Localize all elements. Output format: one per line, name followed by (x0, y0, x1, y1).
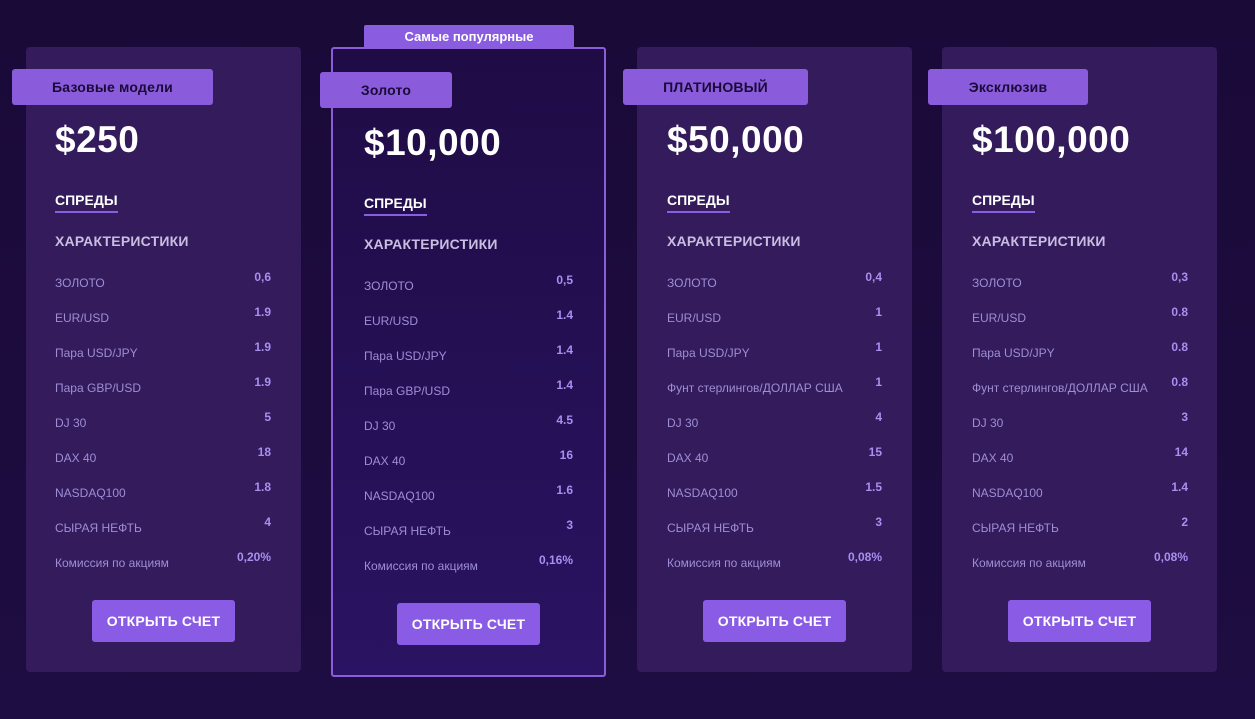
row-value: 0,3 (1171, 270, 1188, 284)
spreads-tab[interactable]: СПРЕДЫ (364, 195, 427, 216)
row-label: DAX 40 (972, 451, 1014, 465)
plan-price: $50,000 (667, 119, 805, 160)
row-label: DJ 30 (364, 419, 396, 433)
plan-tier-tag: Эксклюзив (928, 69, 1088, 105)
row-value: 1.8 (254, 480, 271, 494)
open-account-button[interactable]: ОТКРЫТЬ СЧЕТ (397, 603, 540, 645)
row-value: 1.9 (254, 305, 271, 319)
row-label: NASDAQ100 (667, 486, 738, 500)
open-account-button[interactable]: ОТКРЫТЬ СЧЕТ (1008, 600, 1151, 642)
row-label: EUR/USD (364, 314, 419, 328)
row-label: Пара GBP/USD (55, 381, 141, 395)
row-label: DAX 40 (667, 451, 709, 465)
row-value: 18 (257, 445, 271, 459)
row-value: 4.5 (556, 413, 573, 427)
row-value: 1 (875, 375, 882, 389)
row-label: DAX 40 (364, 454, 406, 468)
row-label: EUR/USD (55, 311, 110, 325)
row-label: NASDAQ100 (972, 486, 1043, 500)
row-value: 0,08% (1153, 550, 1188, 564)
row-label: DJ 30 (55, 416, 87, 430)
row-value: 1.4 (556, 308, 573, 322)
row-value: 3 (875, 515, 882, 529)
row-label: Фунт стерлингов/ДОЛЛАР США (972, 381, 1148, 395)
row-value: 5 (264, 410, 271, 424)
row-label: СЫРАЯ НЕФТЬ (55, 521, 142, 535)
row-label: EUR/USD (667, 311, 722, 325)
row-value: 16 (559, 448, 573, 462)
open-account-button[interactable]: ОТКРЫТЬ СЧЕТ (92, 600, 235, 642)
row-value: 0,6 (254, 270, 271, 284)
row-label: ЗОЛОТО (364, 279, 414, 293)
row-value: 3 (1181, 410, 1188, 424)
row-label: СЫРАЯ НЕФТЬ (667, 521, 754, 535)
characteristics-heading: ХАРАКТЕРИСТИКИ (55, 233, 189, 249)
row-label: Комиссия по акциям (55, 556, 169, 570)
row-value: 1.6 (556, 483, 573, 497)
row-value: 4 (875, 410, 882, 424)
plan-price: $10,000 (364, 122, 502, 163)
row-value: 15 (868, 445, 882, 459)
row-label: DJ 30 (972, 416, 1004, 430)
row-label: Комиссия по акциям (364, 559, 478, 573)
row-value: 4 (264, 515, 271, 529)
row-value: 1.4 (556, 378, 573, 392)
row-value: 0,5 (556, 273, 573, 287)
row-label: EUR/USD (972, 311, 1027, 325)
row-value: 3 (566, 518, 573, 532)
characteristics-heading: ХАРАКТЕРИСТИКИ (667, 233, 801, 249)
characteristics-heading: ХАРАКТЕРИСТИКИ (972, 233, 1106, 249)
row-label: СЫРАЯ НЕФТЬ (972, 521, 1059, 535)
row-value: 1 (875, 305, 882, 319)
row-label: Пара USD/JPY (55, 346, 138, 360)
row-value: 0,16% (538, 553, 573, 567)
row-label: Комиссия по акциям (972, 556, 1086, 570)
plan-tier-tag: Базовые модели (12, 69, 213, 105)
row-label: DAX 40 (55, 451, 97, 465)
plan-card-basic (26, 47, 301, 672)
row-label: ЗОЛОТО (667, 276, 717, 290)
spreads-tab[interactable]: СПРЕДЫ (972, 192, 1035, 213)
row-label: NASDAQ100 (55, 486, 126, 500)
row-label: Комиссия по акциям (667, 556, 781, 570)
row-value: 1.5 (865, 480, 882, 494)
row-value: 1 (875, 340, 882, 354)
plan-card-gold (331, 47, 606, 677)
row-value: 2 (1181, 515, 1188, 529)
row-value: 0.8 (1171, 305, 1188, 319)
row-label: Пара USD/JPY (667, 346, 750, 360)
spreads-tab[interactable]: СПРЕДЫ (55, 192, 118, 213)
plan-card-platinum (637, 47, 912, 672)
row-label: Пара USD/JPY (364, 349, 447, 363)
row-value: 1.4 (556, 343, 573, 357)
row-label: Пара USD/JPY (972, 346, 1055, 360)
row-value: 0.8 (1171, 340, 1188, 354)
open-account-button[interactable]: ОТКРЫТЬ СЧЕТ (703, 600, 846, 642)
plan-tier-tag: ПЛАТИНОВЫЙ (623, 69, 808, 105)
row-value: 1.9 (254, 340, 271, 354)
plan-card-exclusive (942, 47, 1217, 672)
row-label: Пара GBP/USD (364, 384, 450, 398)
plan-tier-tag: Золото (320, 72, 452, 108)
row-value: 0.8 (1171, 375, 1188, 389)
row-value: 0,4 (865, 270, 882, 284)
row-label: DJ 30 (667, 416, 699, 430)
row-label: Фунт стерлингов/ДОЛЛАР США (667, 381, 843, 395)
row-label: ЗОЛОТО (972, 276, 1022, 290)
row-value: 0,20% (236, 550, 271, 564)
row-value: 1.9 (254, 375, 271, 389)
characteristics-heading: ХАРАКТЕРИСТИКИ (364, 236, 498, 252)
spreads-tab[interactable]: СПРЕДЫ (667, 192, 730, 213)
row-label: NASDAQ100 (364, 489, 435, 503)
row-label: ЗОЛОТО (55, 276, 105, 290)
row-value: 0,08% (847, 550, 882, 564)
row-value: 14 (1174, 445, 1188, 459)
row-label: СЫРАЯ НЕФТЬ (364, 524, 451, 538)
popular-badge: Самые популярные (364, 25, 574, 48)
plan-price: $100,000 (972, 119, 1131, 160)
row-value: 1.4 (1171, 480, 1188, 494)
plan-price: $250 (55, 119, 140, 160)
